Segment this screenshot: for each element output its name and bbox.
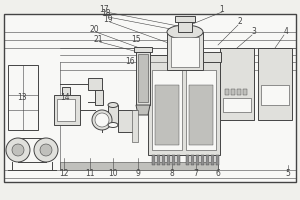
- Bar: [138, 54, 148, 102]
- Bar: [171, 37, 199, 67]
- Bar: [175, 16, 195, 22]
- Circle shape: [6, 138, 30, 162]
- Circle shape: [92, 110, 112, 130]
- Bar: [88, 78, 102, 90]
- Bar: [196, 155, 199, 165]
- Text: 9: 9: [136, 170, 140, 178]
- Bar: [152, 155, 155, 165]
- Bar: [206, 155, 209, 165]
- Bar: [191, 155, 194, 165]
- Bar: [134, 47, 152, 52]
- Bar: [118, 110, 136, 132]
- Circle shape: [34, 138, 58, 162]
- Bar: [4, 14, 296, 182]
- Text: 1: 1: [220, 4, 224, 14]
- Text: 16: 16: [125, 58, 135, 66]
- Ellipse shape: [108, 102, 118, 108]
- Bar: [237, 89, 241, 95]
- Text: 2: 2: [238, 18, 242, 26]
- Bar: [172, 155, 175, 165]
- Ellipse shape: [108, 122, 118, 128]
- Text: 6: 6: [216, 170, 220, 178]
- Bar: [57, 99, 75, 121]
- Text: 13: 13: [17, 94, 27, 102]
- Bar: [62, 87, 70, 95]
- Bar: [203, 52, 221, 62]
- Bar: [220, 48, 254, 120]
- Bar: [155, 85, 179, 145]
- Bar: [231, 89, 235, 95]
- Bar: [95, 90, 103, 105]
- Text: 8: 8: [169, 170, 174, 178]
- Bar: [211, 155, 214, 165]
- Ellipse shape: [167, 25, 203, 39]
- Bar: [261, 85, 289, 105]
- Circle shape: [40, 144, 52, 156]
- Bar: [157, 155, 160, 165]
- Bar: [189, 85, 213, 145]
- Text: 14: 14: [60, 94, 70, 102]
- Text: 17: 17: [99, 4, 109, 14]
- Bar: [225, 89, 229, 95]
- Bar: [201, 155, 204, 165]
- Bar: [258, 48, 292, 120]
- Text: 20: 20: [89, 24, 99, 33]
- Bar: [60, 162, 218, 170]
- Bar: [243, 89, 247, 95]
- Text: 7: 7: [194, 170, 198, 178]
- Text: 5: 5: [286, 170, 290, 178]
- Bar: [152, 70, 182, 150]
- Polygon shape: [136, 105, 150, 115]
- Text: 4: 4: [284, 27, 288, 36]
- Text: 15: 15: [131, 34, 141, 44]
- Text: 18: 18: [101, 9, 111, 19]
- Bar: [223, 98, 251, 112]
- Bar: [177, 155, 180, 165]
- Text: 21: 21: [93, 34, 103, 44]
- Bar: [136, 50, 150, 105]
- Bar: [216, 155, 219, 165]
- Text: 12: 12: [59, 170, 69, 178]
- Bar: [132, 110, 138, 142]
- Bar: [108, 105, 118, 125]
- Bar: [186, 70, 216, 150]
- Bar: [178, 20, 192, 32]
- Text: 3: 3: [252, 27, 256, 36]
- Bar: [167, 155, 170, 165]
- Circle shape: [12, 144, 24, 156]
- Bar: [148, 55, 220, 155]
- Bar: [186, 155, 189, 165]
- Bar: [167, 32, 203, 70]
- Bar: [8, 65, 38, 130]
- Circle shape: [95, 113, 109, 127]
- Text: 10: 10: [108, 170, 118, 178]
- Bar: [162, 155, 165, 165]
- Text: 11: 11: [85, 170, 95, 178]
- Bar: [54, 95, 80, 125]
- Text: 19: 19: [103, 15, 113, 23]
